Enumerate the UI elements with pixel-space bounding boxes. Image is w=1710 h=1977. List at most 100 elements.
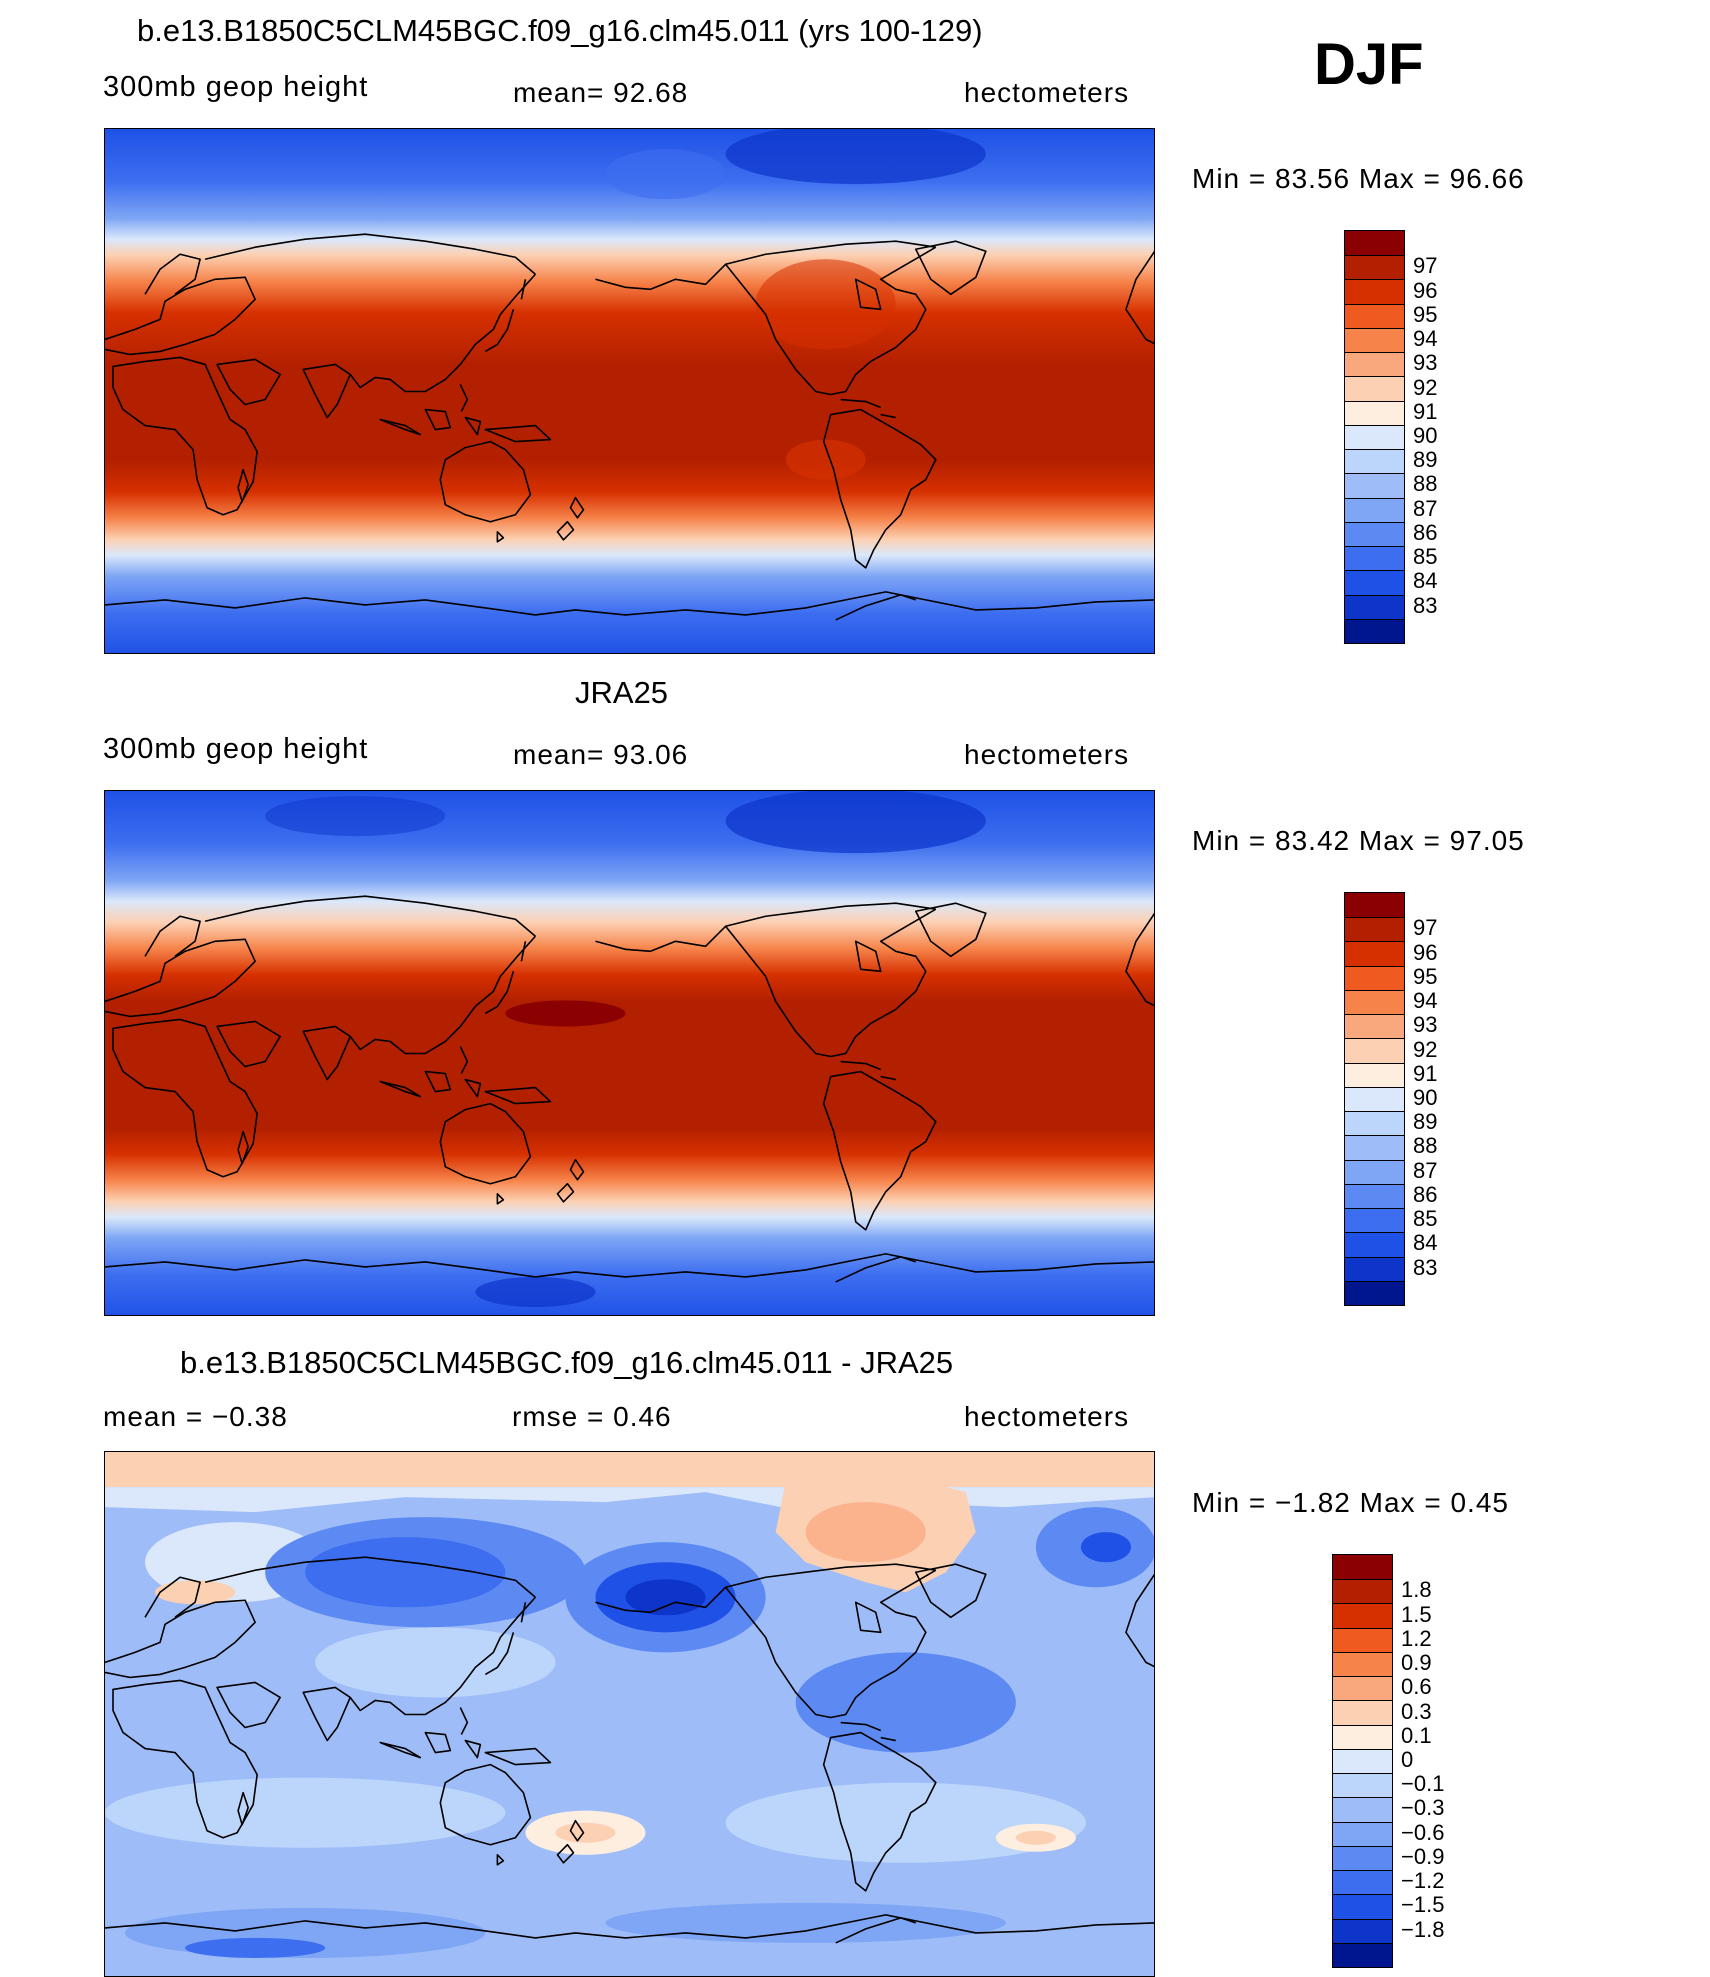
colorbar-tick-label: 93: [1413, 350, 1438, 376]
colorbar-swatch: [1345, 376, 1404, 401]
colorbar-swatch: [1333, 1603, 1392, 1628]
colorbar-tick-label: 0.9: [1401, 1650, 1432, 1676]
colorbar-swatch: [1345, 449, 1404, 474]
colorbar-swatch: [1333, 1894, 1392, 1919]
colorbar-tick-label: 0: [1401, 1747, 1414, 1772]
colorbar-tick-label: 83: [1413, 592, 1438, 618]
colorbar-swatch: [1345, 327, 1404, 353]
colorbar-tick-label: 0.1: [1401, 1722, 1432, 1748]
colorbar-tick-label: 86: [1413, 1181, 1438, 1207]
colorbar-swatch: [1345, 594, 1404, 619]
colorbar-swatch: [1345, 1208, 1404, 1233]
colorbar-tick-label: 97: [1413, 253, 1438, 279]
panel-mid-variable: 300mb geop height: [103, 733, 369, 765]
colorbar-tick-label: 0.3: [1401, 1698, 1432, 1724]
colorbar-tick-label: 92: [1413, 374, 1438, 400]
panel-diff-min-max: Min = −1.82 Max = 0.45: [1192, 1487, 1509, 1518]
colorbar-swatch: [1333, 1918, 1392, 1943]
colorbar-swatch: [1345, 303, 1404, 328]
colorbar-tick-label: 96: [1413, 939, 1438, 965]
panel-mid-mean: mean= 93.06: [513, 739, 689, 770]
colorbar-tick-label: 88: [1413, 1133, 1438, 1159]
colorbar-swatch: [1345, 965, 1404, 990]
colorbar-tick-label: 90: [1413, 423, 1438, 448]
colorbar-swatch: [1333, 1724, 1392, 1749]
colorbar-swatch: [1345, 546, 1404, 571]
colorbar-swatch: [1345, 1280, 1404, 1305]
colorbar-swatch: [1345, 1232, 1404, 1257]
colorbar-swatch: [1345, 1014, 1404, 1039]
panel-diff-title: b.e13.B1850C5CLM45BGC.f09_g16.clm45.011 …: [180, 1345, 954, 1380]
colorbar-tick-label: 96: [1413, 277, 1438, 303]
colorbar-tick-label: 84: [1413, 1230, 1438, 1256]
colorbar-swatch: [1345, 618, 1404, 643]
panel-mid-title: JRA25: [575, 675, 669, 710]
colorbar-swatch: [1333, 1942, 1392, 1967]
colorbar-tick-label: 90: [1413, 1085, 1438, 1110]
colorbar-swatch: [1345, 941, 1404, 966]
colorbar-swatch: [1333, 1845, 1392, 1871]
colorbar-swatch: [1345, 473, 1404, 498]
colorbar-tick-label: 89: [1413, 447, 1438, 473]
season-label: DJF: [1314, 32, 1424, 97]
colorbar-tick-label: 1.5: [1401, 1601, 1432, 1627]
colorbar-swatch: [1345, 497, 1404, 522]
colorbar-swatch: [1333, 1555, 1392, 1580]
colorbar-tick-label: −1.2: [1401, 1868, 1445, 1894]
colorbar-tick-label: 87: [1413, 495, 1438, 521]
colorbar-swatch: [1345, 424, 1404, 450]
panel-top-units: hectometers: [964, 77, 1130, 108]
colorbar-swatch: [1345, 1038, 1404, 1063]
colorbar-swatch: [1345, 521, 1404, 547]
colorbar-swatch: [1345, 352, 1404, 377]
colorbar-tick-label: 1.8: [1401, 1577, 1432, 1603]
colorbar-tick-label: −1.5: [1401, 1892, 1445, 1918]
colorbar-tick-label: −1.8: [1401, 1916, 1445, 1942]
colorbar-swatch: [1333, 1579, 1392, 1604]
colorbar-tick-label: 91: [1413, 1060, 1438, 1086]
panel-mid-units: hectometers: [964, 739, 1130, 770]
colorbar-tick-label: 88: [1413, 471, 1438, 497]
colorbar-swatch: [1333, 1700, 1392, 1725]
colorbar-swatch: [1345, 1086, 1404, 1112]
panel-diff-rmse: rmse = 0.46: [512, 1401, 672, 1432]
colorbar-tick-label: 97: [1413, 915, 1438, 941]
colorbar-swatch: [1345, 570, 1404, 595]
colorbar-swatch: [1345, 893, 1404, 918]
colorbar-tick-label: 94: [1413, 326, 1438, 352]
colorbar-swatch: [1333, 1748, 1392, 1774]
panel-diff-units: hectometers: [964, 1401, 1130, 1432]
colorbar-difference: [1332, 1554, 1393, 1968]
colorbar-swatch: [1333, 1773, 1392, 1798]
colorbar-tick-label: 0.6: [1401, 1674, 1432, 1700]
colorbar-swatch: [1345, 1183, 1404, 1209]
colorbar-tick-label: 86: [1413, 519, 1438, 545]
colorbar-swatch: [1345, 1135, 1404, 1160]
colorbar-tick-label: −0.3: [1401, 1795, 1445, 1821]
panel-diff-mean: mean = −0.38: [103, 1401, 288, 1432]
colorbar-tick-label: 95: [1413, 963, 1438, 989]
colorbar-tick-label: −0.6: [1401, 1819, 1445, 1845]
map-jra25: [104, 790, 1155, 1316]
colorbar-swatch: [1333, 1676, 1392, 1701]
colorbar-swatch: [1345, 279, 1404, 304]
colorbar-swatch: [1345, 1111, 1404, 1136]
colorbar-tick-label: 93: [1413, 1012, 1438, 1038]
colorbar-tick-label: 92: [1413, 1036, 1438, 1062]
map-model: [104, 128, 1155, 654]
colorbar-swatch: [1345, 989, 1404, 1015]
colorbar-tick-label: 94: [1413, 988, 1438, 1014]
colorbar-tick-label: 1.2: [1401, 1625, 1432, 1651]
colorbar-model: [1344, 230, 1405, 644]
colorbar-tick-label: 84: [1413, 568, 1438, 594]
colorbar-tick-label: 85: [1413, 1206, 1438, 1232]
panel-top-title: b.e13.B1850C5CLM45BGC.f09_g16.clm45.011 …: [137, 13, 983, 48]
colorbar-tick-label: −0.9: [1401, 1843, 1445, 1869]
colorbar-swatch: [1345, 1256, 1404, 1281]
colorbar-swatch: [1345, 917, 1404, 942]
colorbar-tick-label: 89: [1413, 1109, 1438, 1135]
panel-top-mean: mean= 92.68: [513, 77, 689, 108]
colorbar-tick-label: −0.1: [1401, 1771, 1445, 1797]
colorbar-swatch: [1333, 1821, 1392, 1846]
panel-mid-min-max: Min = 83.42 Max = 97.05: [1192, 825, 1525, 856]
